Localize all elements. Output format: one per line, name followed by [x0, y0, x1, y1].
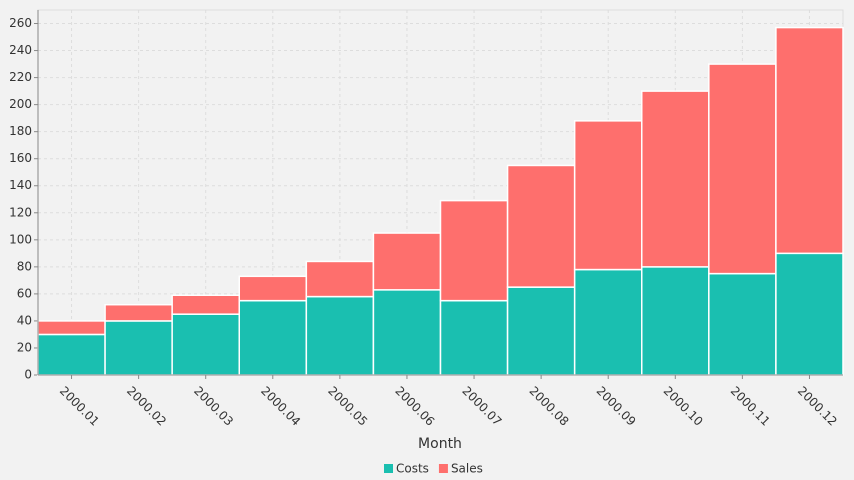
- x-tick-label: 2000.11: [728, 384, 773, 429]
- bar-segment: [305, 260, 375, 298]
- x-tick-label: 2000.01: [57, 384, 102, 429]
- x-tick-label: 2000.03: [191, 384, 236, 429]
- y-tick-label: 140: [9, 178, 32, 192]
- bar-segment: [439, 299, 509, 376]
- x-tick-label: 2000.07: [459, 384, 504, 429]
- bar-segment: [439, 199, 509, 302]
- legend-swatch: [438, 464, 448, 473]
- x-tick-label: 2000.12: [795, 384, 840, 429]
- bar-segment: [238, 299, 308, 376]
- x-tick-label: 2000.09: [594, 384, 639, 429]
- y-tick-label: 0: [24, 368, 32, 382]
- bar-segment: [37, 333, 106, 376]
- y-tick-label: 80: [17, 259, 32, 273]
- legend: Costs Sales: [384, 462, 483, 476]
- x-tick-label: 2000.08: [527, 384, 572, 429]
- y-tick-label: 180: [9, 124, 32, 138]
- bar-segment: [506, 286, 576, 376]
- bar-segment: [305, 295, 375, 376]
- x-tick-label: 2000.04: [258, 384, 303, 429]
- bar-segment: [37, 320, 106, 336]
- y-tick-label: 120: [9, 205, 32, 219]
- bar-segment: [775, 26, 844, 255]
- legend-swatch: [384, 464, 393, 473]
- bar-segment: [506, 164, 576, 288]
- x-axis-title: Month: [418, 436, 462, 452]
- y-tick-label: 40: [17, 313, 32, 327]
- x-tick-label: 2000.05: [325, 384, 370, 429]
- x-tick-label: 2000.10: [661, 384, 706, 429]
- bar-segment: [372, 232, 442, 291]
- x-tick-label: 2000.06: [392, 384, 437, 429]
- bar-segment: [104, 303, 173, 322]
- bar-segment: [641, 266, 710, 376]
- bar-segment: [171, 313, 241, 376]
- y-tick-label: 160: [9, 151, 32, 165]
- bar-segment: [641, 90, 710, 268]
- bar-segment: [775, 252, 844, 376]
- bar-segment: [573, 268, 643, 376]
- bar-segment: [708, 272, 777, 376]
- y-tick-label: 100: [9, 232, 32, 246]
- y-tick-label: 60: [17, 286, 32, 300]
- y-tick-label: 260: [9, 16, 32, 30]
- bar-segment: [104, 320, 173, 376]
- bar-segment: [372, 289, 442, 376]
- legend-label: Costs: [396, 462, 429, 476]
- y-tick-label: 200: [9, 97, 32, 111]
- y-tick-label: 240: [9, 43, 32, 57]
- bar-segment: [708, 63, 777, 275]
- bar-segment: [573, 120, 643, 271]
- y-tick-label: 220: [9, 70, 32, 84]
- y-tick-label: 20: [17, 340, 32, 354]
- legend-label: Sales: [451, 462, 483, 476]
- bar-segment: [238, 275, 308, 302]
- x-tick-label: 2000.02: [124, 384, 169, 429]
- bar-segment: [171, 294, 241, 315]
